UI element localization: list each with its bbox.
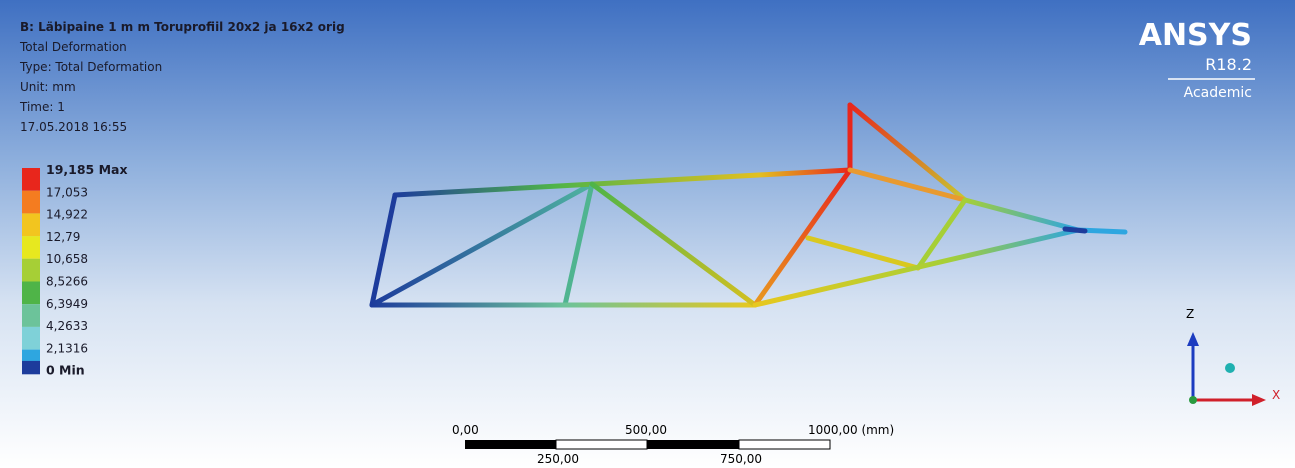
legend-label: 2,1316 [46, 341, 88, 355]
legend-label: 10,658 [46, 252, 88, 266]
legend-label: 14,922 [46, 208, 88, 222]
axis-z: Z [1186, 307, 1194, 321]
viewport: B: Läbipaine 1 m m Toruprofiil 20x2 ja 1… [0, 0, 1295, 468]
legend-label: 17,053 [46, 185, 88, 199]
legend-swatch [22, 361, 40, 374]
legend-label: 6,3949 [46, 297, 88, 311]
legend-label: 12,79 [46, 230, 80, 244]
legend-label: 0 Min [46, 363, 85, 378]
legend-swatch [22, 191, 40, 214]
scale-label: 250,00 [537, 452, 579, 466]
logo-name: ANSYS [1139, 18, 1252, 53]
triad: Z X [1186, 307, 1280, 406]
scale-label: 750,00 [720, 452, 762, 466]
legend-swatch [22, 259, 40, 282]
legend-label: 8,5266 [46, 275, 88, 289]
legend: 19,185 Max 17,053 14,922 12,79 10,658 8,5266 6… [22, 162, 128, 378]
scale-label: 1000,00 (mm) [808, 423, 894, 437]
legend-swatch [22, 236, 40, 259]
axis-x: X [1272, 388, 1280, 402]
logo-edition: Academic [1184, 85, 1252, 101]
scale-label: 0,00 [452, 423, 479, 437]
scene: ANSYS R18.2 Academic 0,00 500,00 1000,00… [0, 0, 1295, 468]
logo-version: R18.2 [1205, 55, 1252, 74]
legend-label: 19,185 Max [46, 162, 128, 177]
legend-swatch [22, 168, 40, 191]
legend-swatch [22, 327, 40, 350]
logo: ANSYS R18.2 Academic [1139, 18, 1255, 101]
scale-label: 500,00 [625, 423, 667, 437]
legend-swatch [22, 304, 40, 327]
scale-bar: 0,00 500,00 1000,00 (mm) 250,00 750,00 [452, 423, 894, 466]
truss [372, 105, 1125, 305]
legend-label: 4,2633 [46, 319, 88, 333]
legend-swatch [22, 282, 40, 305]
legend-swatch [22, 213, 40, 236]
